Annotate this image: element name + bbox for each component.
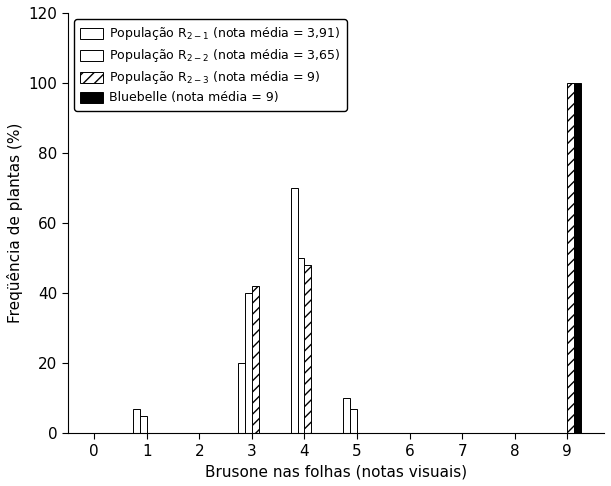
Bar <box>252 286 258 433</box>
Bar <box>238 363 245 433</box>
Bar <box>350 409 357 433</box>
Bar <box>304 265 311 433</box>
Bar <box>574 83 581 433</box>
Bar <box>298 258 304 433</box>
Bar <box>291 188 298 433</box>
Legend: População R$_{2-1}$ (nota média = 3,91), População R$_{2-2}$ (nota média = 3,65): População R$_{2-1}$ (nota média = 3,91),… <box>74 19 346 111</box>
X-axis label: Brusone nas folhas (notas visuais): Brusone nas folhas (notas visuais) <box>205 464 467 479</box>
Bar <box>245 293 252 433</box>
Y-axis label: Freqüência de plantas (%): Freqüência de plantas (%) <box>7 123 23 323</box>
Bar <box>343 398 350 433</box>
Bar <box>133 409 140 433</box>
Bar <box>567 83 574 433</box>
Bar <box>140 416 147 433</box>
